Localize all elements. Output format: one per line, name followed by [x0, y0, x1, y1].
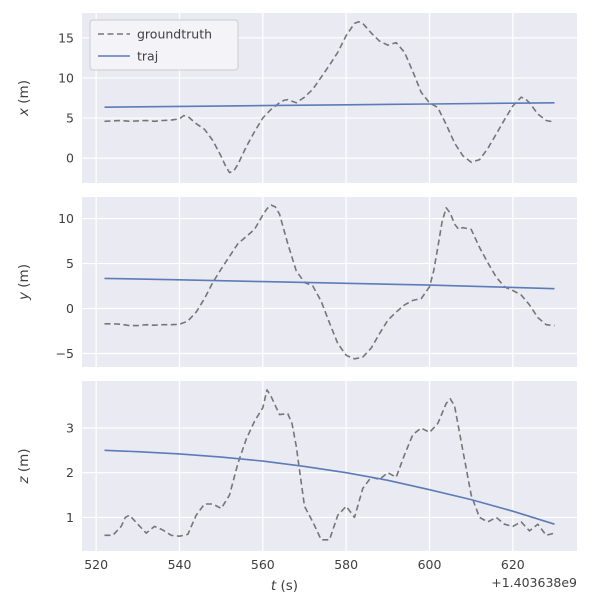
y-axis-label: x (m) [16, 80, 32, 117]
y-axis-label: z (m) [16, 448, 32, 484]
y-tick-label: 1 [66, 510, 74, 525]
groundtruth-line [104, 204, 555, 360]
y-tick-label: 2 [66, 465, 74, 480]
subplot-z: 1 2 3 z (m) [16, 381, 577, 551]
groundtruth-line [104, 389, 555, 541]
x-tick-label: 600 [418, 557, 442, 572]
y-tick-label: −5 [56, 346, 74, 361]
x-axis-offset-text: +1.403638e9 [491, 575, 577, 590]
traj-line [104, 102, 555, 108]
legend: groundtruth traj [89, 19, 239, 71]
y-tick-label: 0 [66, 151, 74, 166]
axes-background [82, 381, 577, 551]
axes-background [82, 197, 577, 367]
y-tick-label: 3 [66, 420, 74, 435]
y-axis-label: y (m) [16, 264, 32, 301]
groundtruth-line [104, 20, 555, 174]
traj-line [104, 277, 555, 290]
x-tick-label: 540 [168, 557, 192, 572]
x-tick-label: 560 [251, 557, 275, 572]
y-tick-label: 5 [66, 111, 74, 126]
y-tick-label: 10 [58, 211, 74, 226]
legend-box [89, 19, 239, 71]
x-tick-label: 580 [334, 557, 358, 572]
x-axis-label: t (s) [271, 578, 298, 594]
traj-line [104, 449, 555, 525]
legend-label-traj: traj [137, 49, 158, 64]
legend-label-groundtruth: groundtruth [137, 27, 212, 42]
subplot-y: −5 0 5 10 y (m) [16, 197, 577, 367]
x-tick-label: 620 [501, 557, 525, 572]
y-tick-label: 15 [58, 30, 74, 45]
y-tick-label: 0 [66, 301, 74, 316]
x-tick-label: 520 [84, 557, 108, 572]
y-tick-label: 5 [66, 256, 74, 271]
y-tick-label: 10 [58, 70, 74, 85]
